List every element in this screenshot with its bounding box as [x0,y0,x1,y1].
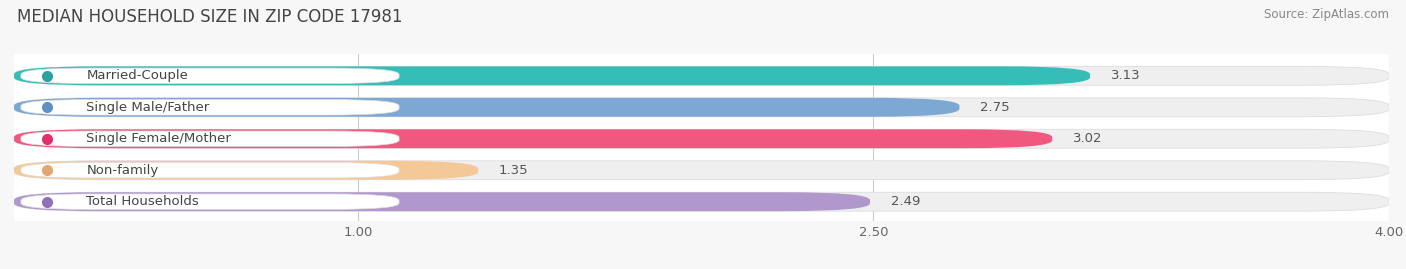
Text: MEDIAN HOUSEHOLD SIZE IN ZIP CODE 17981: MEDIAN HOUSEHOLD SIZE IN ZIP CODE 17981 [17,8,402,26]
FancyBboxPatch shape [14,129,1052,148]
Text: Single Female/Mother: Single Female/Mother [86,132,231,145]
FancyBboxPatch shape [14,161,1389,180]
FancyBboxPatch shape [14,66,1389,85]
Text: Non-family: Non-family [86,164,159,177]
FancyBboxPatch shape [14,161,478,180]
FancyBboxPatch shape [21,68,399,84]
FancyBboxPatch shape [21,194,399,210]
FancyBboxPatch shape [21,162,399,178]
Text: Married-Couple: Married-Couple [86,69,188,82]
FancyBboxPatch shape [14,192,870,211]
FancyBboxPatch shape [21,131,399,147]
FancyBboxPatch shape [14,192,1389,211]
Text: 1.35: 1.35 [499,164,529,177]
FancyBboxPatch shape [14,66,1090,85]
Text: 2.49: 2.49 [890,195,920,208]
Text: Total Households: Total Households [86,195,200,208]
FancyBboxPatch shape [21,100,399,115]
Text: 3.02: 3.02 [1073,132,1102,145]
Text: 2.75: 2.75 [980,101,1010,114]
Text: 3.13: 3.13 [1111,69,1140,82]
FancyBboxPatch shape [14,129,1389,148]
FancyBboxPatch shape [14,98,1389,117]
Text: Source: ZipAtlas.com: Source: ZipAtlas.com [1264,8,1389,21]
FancyBboxPatch shape [14,98,959,117]
Text: Single Male/Father: Single Male/Father [86,101,209,114]
